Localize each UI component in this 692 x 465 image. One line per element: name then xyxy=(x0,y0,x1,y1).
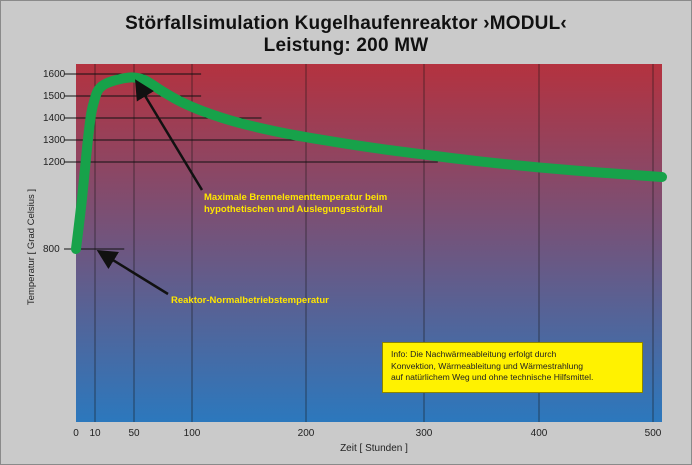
y-tick-label-1200: 1200 xyxy=(43,157,66,168)
curve-point-14 xyxy=(179,101,181,103)
curve-point-16 xyxy=(237,121,239,123)
curve-point-0 xyxy=(75,248,77,250)
x-tick-label-100: 100 xyxy=(184,428,201,439)
x-tick-label-50: 50 xyxy=(128,428,140,439)
annotation-arrow-1 xyxy=(135,79,204,191)
info-line-1: Info: Die Nachwärmeableitung erfolgt dur… xyxy=(391,349,557,359)
curve-point-13 xyxy=(162,91,164,93)
curve-point-1 xyxy=(81,200,83,202)
info-line-2: Konvektion, Wärmeableitung und Wärmestra… xyxy=(391,360,584,371)
max-temp-annotation-line-1: Maximale Brennelementtemperatur beim xyxy=(204,192,388,203)
curve-point-5 xyxy=(97,90,99,92)
curve-point-17 xyxy=(282,132,284,134)
y-tick-label-1300: 1300 xyxy=(43,135,66,146)
curve-point-12 xyxy=(145,80,147,82)
x-axis-label: Zeit [ Stunden ] xyxy=(340,443,408,454)
annotation-arrows xyxy=(96,79,204,296)
curve-point-9 xyxy=(118,78,120,80)
curve-point-7 xyxy=(106,82,108,84)
curve-point-4 xyxy=(94,97,96,99)
x-tick-label-0: 0 xyxy=(73,428,79,439)
curve-point-18 xyxy=(329,140,331,142)
x-tick-label-500: 500 xyxy=(645,428,662,439)
info-line-3: auf natürlichem Weg und ohne technische … xyxy=(391,372,594,382)
curve-point-8 xyxy=(112,80,114,82)
info-box: Info: Die Nachwärmeableitung erfolgt dur… xyxy=(382,342,643,393)
x-tick-label-200: 200 xyxy=(298,428,315,439)
curve-point-15 xyxy=(202,110,204,112)
curve-point-24 xyxy=(652,175,654,177)
max-temp-annotation-line-2: hypothetischen und Auslegungsstörfall xyxy=(204,204,383,215)
y-tick-label-1400: 1400 xyxy=(43,113,66,124)
y-tick-label-1500: 1500 xyxy=(43,91,66,102)
chart-subtitle: Leistung: 200 MW xyxy=(263,35,429,56)
curve-point-23 xyxy=(595,171,597,173)
curve-point-22 xyxy=(538,166,540,168)
curve-point-21 xyxy=(481,161,483,163)
curve-point-25 xyxy=(661,176,663,178)
curve-point-20 xyxy=(423,154,425,156)
normal-operation-annotation: Reaktor-Normalbetriebstemperatur xyxy=(171,295,329,307)
annotation-arrow-2 xyxy=(96,250,169,296)
y-tick-label-800: 800 xyxy=(43,244,60,255)
curve-point-2 xyxy=(86,143,88,145)
curve-point-10 xyxy=(125,77,127,79)
tick-labels: 0 10 50 100 200 300 400 500 800 1200 1300 1400 1500 1… xyxy=(43,69,662,439)
normal-temp-annotation-text: Reaktor-Normalbetriebstemperatur xyxy=(171,295,329,306)
curve-point-6 xyxy=(101,85,103,87)
x-tick-label-400: 400 xyxy=(531,428,548,439)
x-tick-label-10: 10 xyxy=(89,428,101,439)
curve-point-3 xyxy=(90,113,92,115)
max-temperature-annotation: Maximale Brennelementtemperatur beim hyp… xyxy=(204,192,387,216)
y-axis-label: Temperatur [ Grad Celsius ] xyxy=(26,189,37,305)
y-tick-label-1600: 1600 xyxy=(43,69,66,80)
curve-point-11 xyxy=(133,77,135,79)
curve-point-19 xyxy=(376,147,378,149)
chart-title: Störfallsimulation Kugelhaufenreaktor ›M… xyxy=(125,13,567,34)
x-tick-label-300: 300 xyxy=(416,428,433,439)
